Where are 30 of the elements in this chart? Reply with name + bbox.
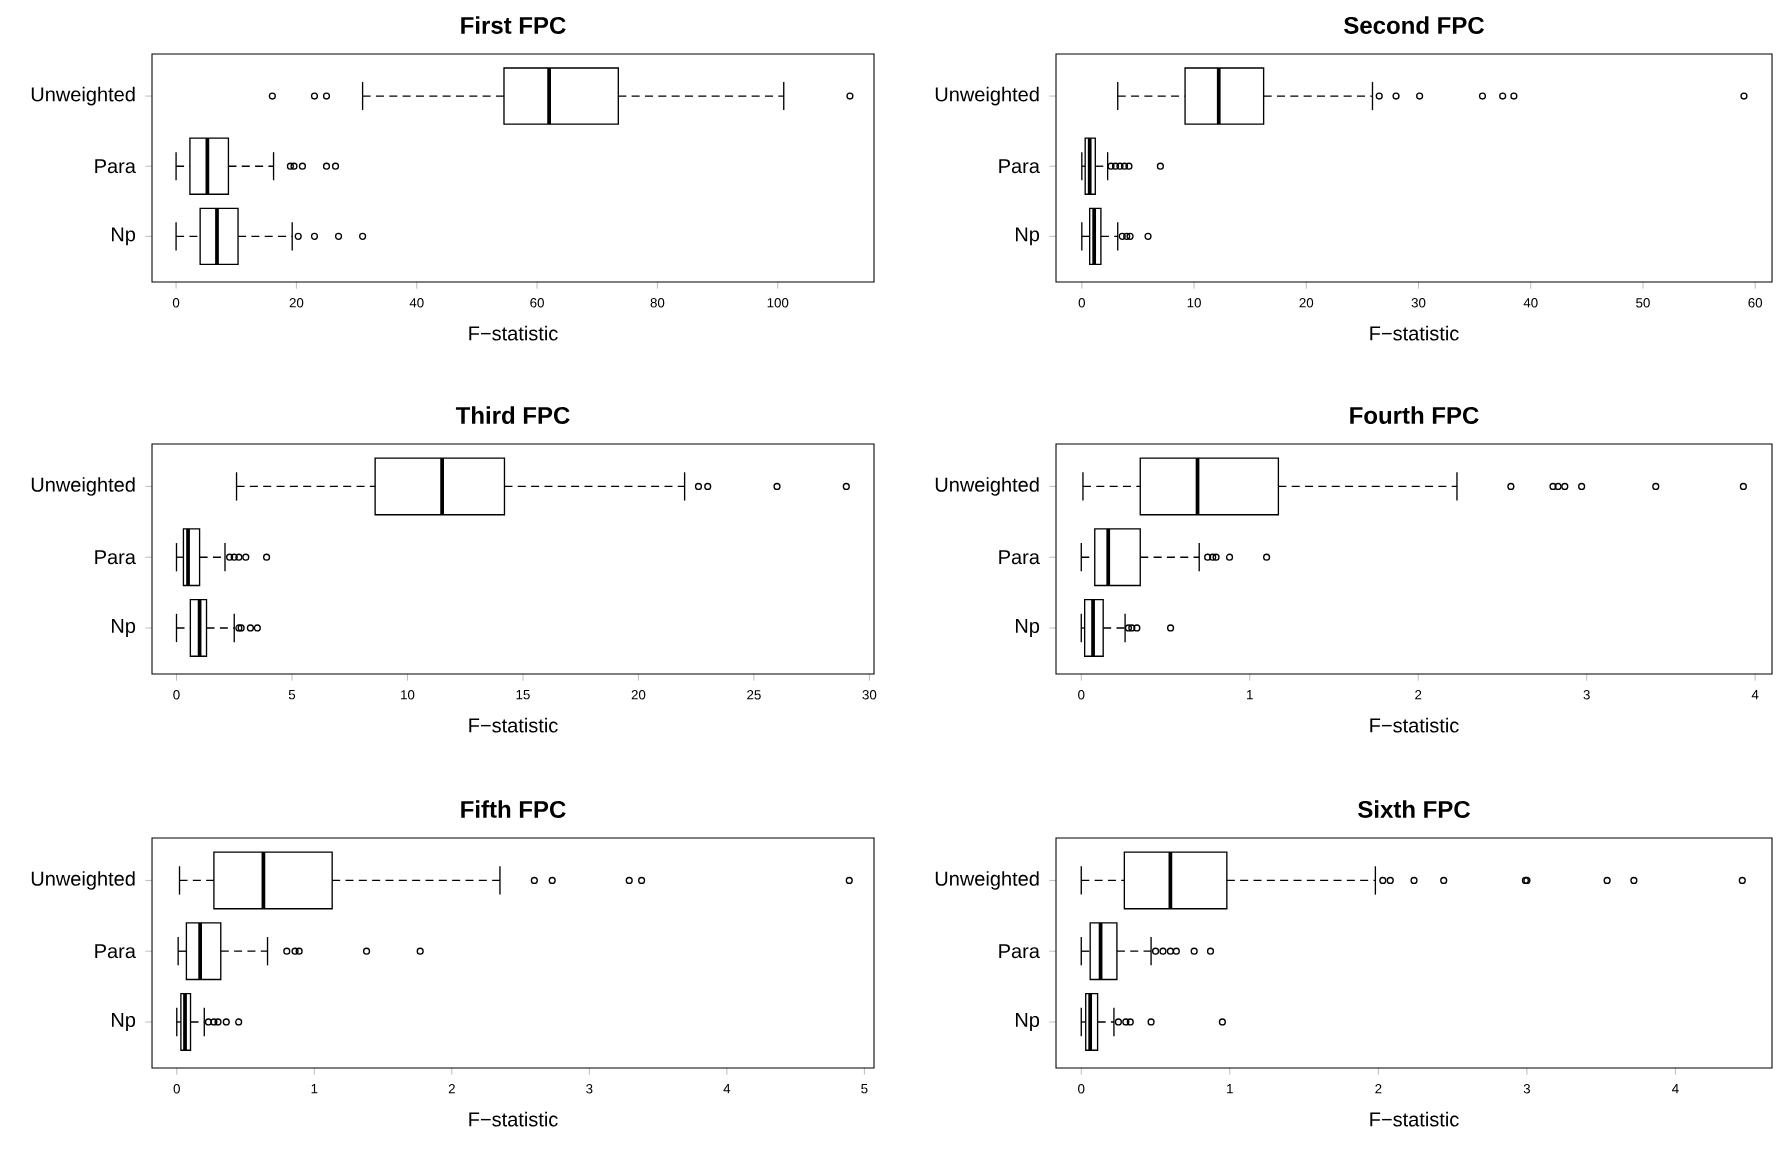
y-tick-label: Para — [95, 159, 136, 174]
y-tick-label: Unweighted — [935, 871, 1039, 890]
y-tick-label: Unweighted — [31, 871, 135, 890]
y-tick-label: Unweighted — [935, 477, 1039, 496]
y-tick-label: Para — [95, 944, 136, 959]
y-tick-label: Np — [111, 1013, 136, 1031]
y-tick-label: Para — [999, 159, 1040, 174]
x-axis-title: F−statistic — [1370, 1111, 1459, 1127]
x-axis-title: F−statistic — [469, 1111, 558, 1127]
chart-title: First FPC — [461, 16, 566, 34]
y-tick-label: Para — [95, 550, 136, 565]
y-tick-label: Para — [999, 944, 1040, 959]
chart-title: Third FPC — [455, 406, 570, 424]
x-axis-title: F−statistic — [1370, 717, 1459, 733]
y-tick-label: Np — [111, 619, 136, 637]
y-tick-label: Np — [1015, 619, 1040, 637]
y-tick-label: Para — [999, 550, 1040, 565]
y-tick-label: Unweighted — [935, 86, 1039, 106]
y-tick-label: Unweighted — [31, 477, 135, 496]
x-axis-title: F−statistic — [1370, 325, 1459, 341]
x-axis-title: F−statistic — [469, 325, 558, 341]
chart-title: Second FPC — [1344, 16, 1485, 34]
chart-title: Sixth FPC — [1358, 800, 1471, 818]
y-tick-label: Unweighted — [31, 86, 135, 106]
y-tick-label: Np — [1015, 227, 1040, 246]
y-tick-label: Np — [1015, 1013, 1040, 1031]
y-tick-label: Np — [111, 227, 136, 246]
chart-title: Fourth FPC — [1350, 406, 1479, 424]
chart-title: Fifth FPC — [461, 800, 566, 818]
x-axis-title: F−statistic — [469, 717, 558, 733]
